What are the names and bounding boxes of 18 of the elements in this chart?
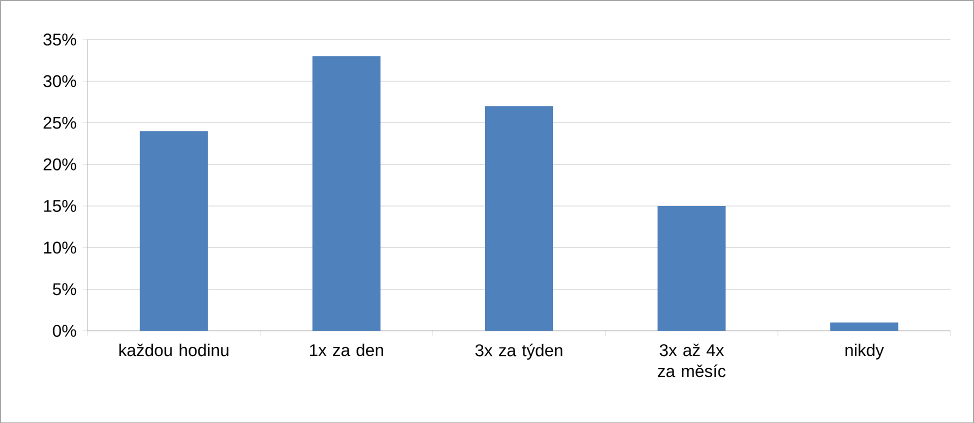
bar	[312, 56, 380, 331]
x-tick-label: 3x až 4x za měsíc	[658, 343, 726, 377]
bar	[830, 322, 898, 331]
y-tick-label: 0%	[52, 324, 76, 337]
x-tick-label: nikdy	[846, 343, 884, 360]
bar	[658, 206, 726, 331]
y-tick-label: 10%	[44, 241, 76, 254]
y-tick-label: 35%	[43, 33, 76, 46]
bar	[140, 130, 208, 331]
y-tick-label: 20%	[44, 158, 76, 170]
bar	[485, 106, 554, 331]
x-tick-label: každou hodinu	[119, 343, 228, 356]
x-tick-label: 3x za týden	[475, 343, 562, 360]
y-tick-label: 15%	[44, 200, 76, 212]
y-tick-label: 25%	[44, 116, 76, 129]
x-tick-label: 1x za den	[310, 343, 384, 356]
y-tick-label: 5%	[52, 283, 76, 295]
y-tick-label: 30%	[43, 74, 76, 87]
